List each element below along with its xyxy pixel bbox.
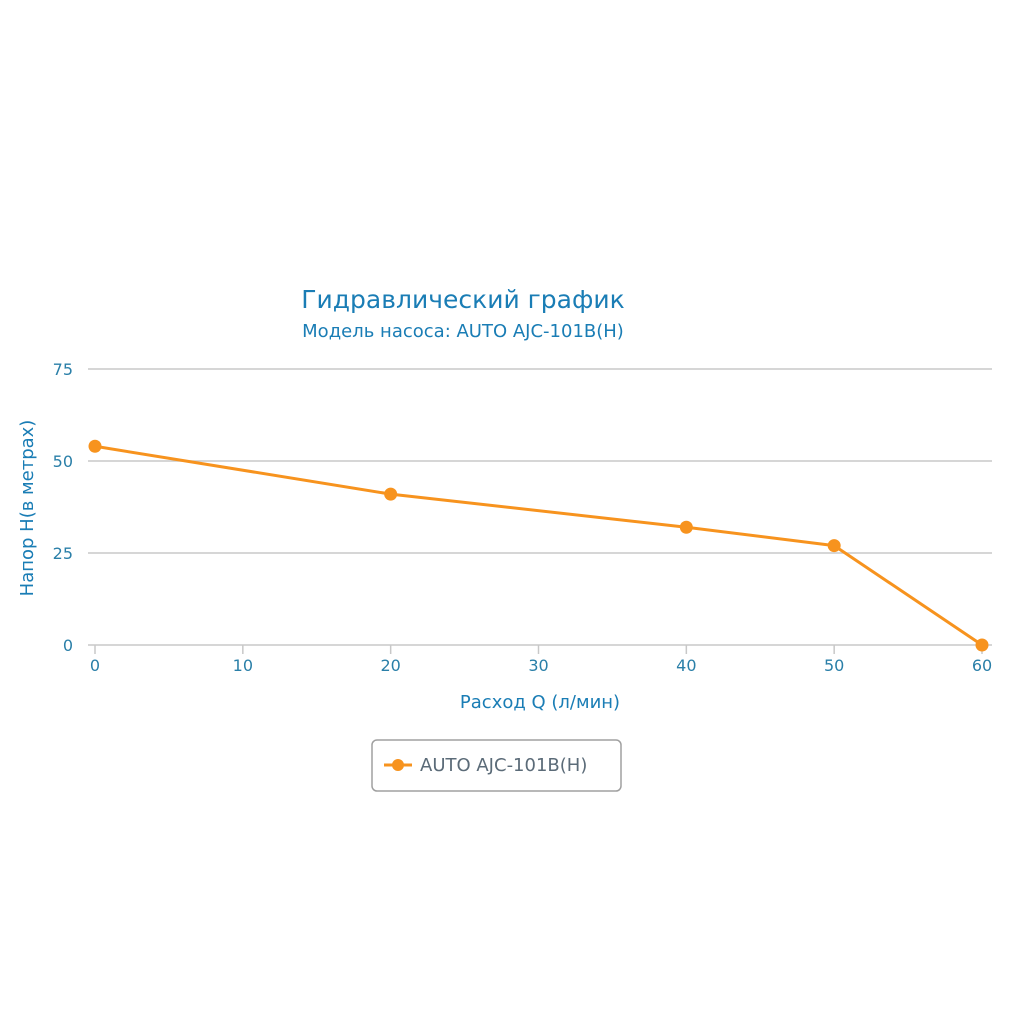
legend-series-marker — [392, 759, 404, 771]
chart-title: Гидравлический график — [301, 285, 624, 314]
grid-lines — [88, 368, 992, 646]
chart-subtitle: Модель насоса: AUTO AJC-101B(H) — [302, 321, 624, 342]
x-tick-label: 60 — [972, 656, 992, 675]
series-layer — [88, 439, 989, 652]
data-point[interactable] — [975, 638, 989, 652]
x-tick-label: 0 — [90, 656, 100, 675]
legend-box — [371, 739, 622, 792]
data-point[interactable] — [88, 439, 102, 453]
y-tick-label: 75 — [53, 360, 73, 379]
legend-series-label: AUTO AJC-101B(H) — [420, 755, 587, 776]
data-point[interactable] — [679, 520, 693, 534]
legend[interactable]: AUTO AJC-101B(H) — [371, 739, 622, 792]
data-point[interactable] — [827, 539, 841, 553]
x-tick-label: 20 — [380, 656, 400, 675]
x-tick-label: 30 — [528, 656, 548, 675]
x-axis-title: Расход Q (л/мин) — [460, 692, 620, 713]
x-tick-label: 50 — [824, 656, 844, 675]
y-axis: 0 25 50 75 — [53, 360, 73, 655]
data-point[interactable] — [384, 487, 398, 501]
y-tick-label: 0 — [63, 636, 73, 655]
series-line-0 — [93, 444, 984, 647]
y-tick-label: 25 — [53, 544, 73, 563]
y-tick-label: 50 — [53, 452, 73, 471]
x-tick-label: 40 — [676, 656, 696, 675]
y-axis-title: Напор H(в метрах) — [17, 420, 38, 597]
x-axis: 0 10 20 30 40 50 60 — [90, 645, 992, 675]
x-tick-label: 10 — [233, 656, 253, 675]
